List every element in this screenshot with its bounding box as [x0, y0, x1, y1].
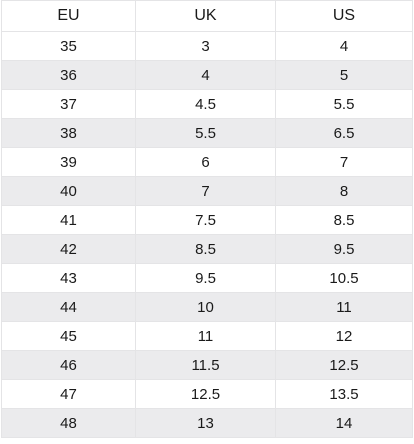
us-cell: 9.5	[275, 234, 413, 264]
uk-cell: 8.5	[135, 234, 276, 264]
table-row: 40 7 8	[1, 176, 413, 206]
us-cell: 5	[275, 60, 413, 90]
us-cell: 14	[275, 408, 413, 438]
table-row: 41 7.5 8.5	[1, 205, 413, 235]
us-cell: 12	[275, 321, 413, 351]
table-row: 48 13 14	[1, 408, 413, 438]
table-row: 44 10 11	[1, 292, 413, 322]
uk-cell: 11.5	[135, 350, 276, 380]
us-cell: 13.5	[275, 379, 413, 409]
uk-cell: 9.5	[135, 263, 276, 293]
uk-cell: 6	[135, 147, 276, 177]
table-row: 46 11.5 12.5	[1, 350, 413, 380]
uk-cell: 10	[135, 292, 276, 322]
uk-cell: 4.5	[135, 89, 276, 119]
eu-cell: 41	[1, 205, 136, 235]
eu-cell: 39	[1, 147, 136, 177]
eu-cell: 45	[1, 321, 136, 351]
table-row: 36 4 5	[1, 60, 413, 90]
uk-cell: 5.5	[135, 118, 276, 148]
uk-cell: 7.5	[135, 205, 276, 235]
uk-cell: 7	[135, 176, 276, 206]
eu-cell: 40	[1, 176, 136, 206]
header-eu: EU	[1, 0, 136, 32]
us-cell: 5.5	[275, 89, 413, 119]
eu-cell: 46	[1, 350, 136, 380]
us-cell: 8.5	[275, 205, 413, 235]
eu-cell: 42	[1, 234, 136, 264]
eu-cell: 37	[1, 89, 136, 119]
us-cell: 11	[275, 292, 413, 322]
table-row: 35 3 4	[1, 31, 413, 61]
eu-cell: 48	[1, 408, 136, 438]
header-us: US	[275, 0, 413, 32]
eu-cell: 44	[1, 292, 136, 322]
uk-cell: 12.5	[135, 379, 276, 409]
uk-cell: 3	[135, 31, 276, 61]
us-cell: 10.5	[275, 263, 413, 293]
eu-cell: 35	[1, 31, 136, 61]
table-row: 39 6 7	[1, 147, 413, 177]
eu-cell: 43	[1, 263, 136, 293]
uk-cell: 13	[135, 408, 276, 438]
header-row: EU UK US	[1, 0, 413, 32]
us-cell: 7	[275, 147, 413, 177]
us-cell: 4	[275, 31, 413, 61]
table-row: 45 11 12	[1, 321, 413, 351]
us-cell: 6.5	[275, 118, 413, 148]
table-row: 43 9.5 10.5	[1, 263, 413, 293]
eu-cell: 38	[1, 118, 136, 148]
us-cell: 12.5	[275, 350, 413, 380]
header-uk: UK	[135, 0, 276, 32]
us-cell: 8	[275, 176, 413, 206]
eu-cell: 36	[1, 60, 136, 90]
eu-cell: 47	[1, 379, 136, 409]
table-row: 38 5.5 6.5	[1, 118, 413, 148]
table-row: 42 8.5 9.5	[1, 234, 413, 264]
table-row: 37 4.5 5.5	[1, 89, 413, 119]
uk-cell: 11	[135, 321, 276, 351]
table-row: 47 12.5 13.5	[1, 379, 413, 409]
uk-cell: 4	[135, 60, 276, 90]
